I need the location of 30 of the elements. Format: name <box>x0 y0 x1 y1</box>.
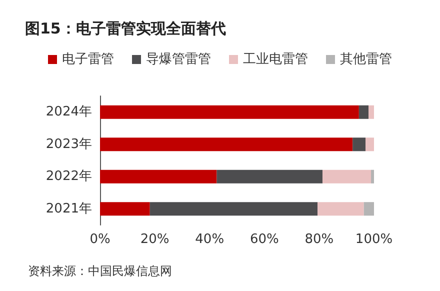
bar <box>100 170 217 184</box>
bar <box>366 138 374 152</box>
legend-label: 其他雷管 <box>340 52 392 67</box>
x-tick-label: 20% <box>140 232 170 247</box>
text: 资料来源：中国民爆信息网 <box>28 264 172 278</box>
x-tick-label: 80% <box>304 232 334 247</box>
bar <box>216 170 322 184</box>
y-tick-label: 2024年 <box>46 104 92 120</box>
bar <box>100 138 353 152</box>
bar <box>364 202 374 216</box>
bar <box>358 105 369 119</box>
bar <box>100 105 359 119</box>
y-tick-label: 2021年 <box>46 201 92 216</box>
legend-label: 工业电雷管 <box>243 52 308 67</box>
bar <box>100 202 150 216</box>
legend-label: 电子雷管 <box>62 52 114 67</box>
bar <box>352 138 366 152</box>
y-tick-label: 2023年 <box>46 136 92 152</box>
bar <box>322 170 371 184</box>
x-tick-label: 40% <box>195 232 224 247</box>
bar <box>150 202 318 216</box>
bar <box>368 105 374 119</box>
x-tick-label: 60% <box>250 232 279 247</box>
chart-title: 图15：电子雷管实现全面替代 <box>25 20 226 38</box>
x-tick-label: 0% <box>90 232 110 247</box>
y-tick-label: 2022年 <box>46 169 92 184</box>
x-tick-label: 100% <box>355 232 393 247</box>
legend-label: 导爆管雷管 <box>146 52 211 67</box>
bar <box>370 170 374 184</box>
bar <box>318 202 364 216</box>
